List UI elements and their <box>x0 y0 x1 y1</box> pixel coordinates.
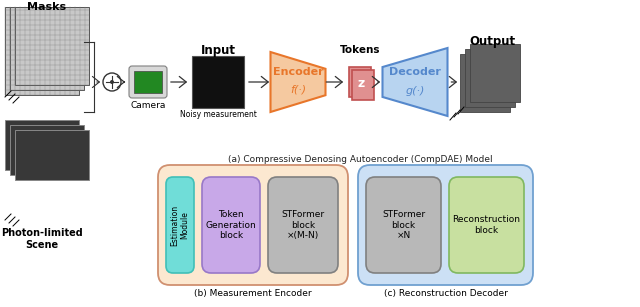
Bar <box>470 44 520 102</box>
FancyBboxPatch shape <box>202 177 260 273</box>
Text: Tokens: Tokens <box>340 45 380 55</box>
Bar <box>352 70 374 100</box>
Text: Encoder: Encoder <box>273 67 323 77</box>
Bar <box>460 54 510 112</box>
Bar <box>192 56 244 108</box>
Text: Output: Output <box>469 35 515 48</box>
Bar <box>5 7 79 95</box>
FancyBboxPatch shape <box>366 177 441 273</box>
Text: STFormer
block
×(M-N): STFormer block ×(M-N) <box>282 210 324 240</box>
Text: Estimation
Module: Estimation Module <box>170 204 189 246</box>
Bar <box>465 49 515 107</box>
Text: (c) Reconstruction Decoder: (c) Reconstruction Decoder <box>383 289 508 298</box>
Text: Camera: Camera <box>131 101 166 110</box>
FancyBboxPatch shape <box>158 165 348 285</box>
Circle shape <box>110 80 114 84</box>
Text: Noisy measurement: Noisy measurement <box>180 110 257 119</box>
FancyBboxPatch shape <box>129 66 167 98</box>
Text: Photon-limited
Scene: Photon-limited Scene <box>1 228 83 250</box>
Text: Decoder: Decoder <box>389 67 441 77</box>
Text: Reconstruction
block: Reconstruction block <box>452 215 520 235</box>
Text: (a) Compressive Denosing Autoencoder (CompDAE) Model: (a) Compressive Denosing Autoencoder (Co… <box>228 155 492 164</box>
Bar <box>134 71 162 93</box>
FancyBboxPatch shape <box>166 177 194 273</box>
Bar <box>15 7 89 85</box>
Text: STFormer
block
×N: STFormer block ×N <box>382 210 425 240</box>
Bar <box>10 125 84 175</box>
Polygon shape <box>383 48 447 116</box>
Polygon shape <box>271 52 326 112</box>
Bar <box>15 130 89 180</box>
Bar <box>349 67 371 97</box>
Text: Masks: Masks <box>28 2 67 12</box>
FancyBboxPatch shape <box>358 165 533 285</box>
Bar <box>5 120 79 170</box>
Bar <box>10 7 84 90</box>
Text: z: z <box>358 77 365 90</box>
Text: Token
Generation
block: Token Generation block <box>205 210 257 240</box>
FancyBboxPatch shape <box>268 177 338 273</box>
Text: f(·): f(·) <box>290 85 306 95</box>
Text: (b) Measurement Encoder: (b) Measurement Encoder <box>194 289 312 298</box>
FancyBboxPatch shape <box>449 177 524 273</box>
Text: g(·): g(·) <box>405 86 425 96</box>
Circle shape <box>103 73 121 91</box>
Text: Input: Input <box>200 44 236 57</box>
